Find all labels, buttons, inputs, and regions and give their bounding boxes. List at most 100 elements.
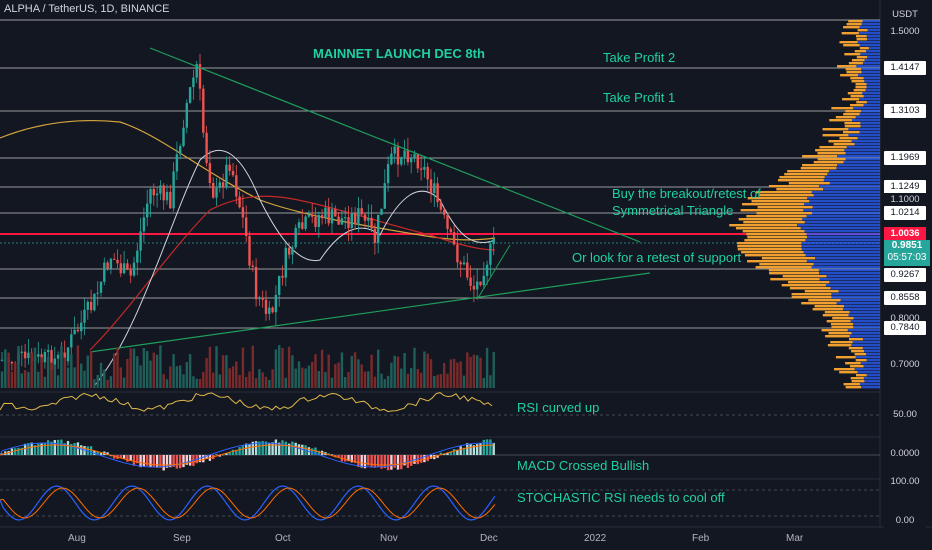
volume-profile-bar [856, 101, 867, 104]
volume-profile-bar [755, 266, 812, 269]
candle-body [419, 168, 423, 170]
volume-profile-bar [839, 137, 858, 140]
volume-bar [205, 358, 208, 388]
volume-profile-bar [828, 140, 852, 143]
candle-body [142, 217, 146, 232]
candle-body [83, 309, 86, 323]
macd-histogram-bar [225, 453, 228, 455]
candle-body [469, 277, 472, 286]
macd-histogram-bar [294, 442, 297, 455]
macd-histogram-bar [182, 455, 185, 468]
macd-histogram-bar [20, 447, 23, 455]
volume-bar [307, 365, 311, 388]
volume-profile-bar [845, 152, 880, 155]
volume-bar [489, 375, 492, 388]
candle-body [50, 350, 53, 371]
candle-body [221, 182, 225, 188]
volume-bar [274, 349, 278, 388]
volume-bar [33, 347, 37, 388]
candle-body [258, 297, 261, 300]
volume-profile-bar [859, 44, 880, 47]
volume-profile-bar [864, 380, 880, 383]
macd-histogram-bar [482, 439, 485, 455]
volume-profile-bar [781, 284, 826, 287]
volume-bar [202, 371, 205, 388]
price-label-0700: 0.7000 [884, 358, 926, 372]
symbol-header[interactable]: ALPHA / TetherUS, 1D, BINANCE [4, 3, 170, 15]
price-label-11249: 1.1249 [884, 180, 926, 194]
volume-bar [314, 354, 317, 388]
volume-profile-bar [863, 77, 880, 80]
macd-histogram-bar [149, 455, 152, 468]
volume-bar [258, 369, 261, 388]
volume-profile-bar [830, 323, 854, 326]
macd-histogram-bar [386, 455, 390, 471]
macd-histogram-bar [89, 446, 93, 455]
volume-profile-bar [743, 221, 805, 224]
price-level-lines [0, 19, 880, 329]
volume-bar [17, 346, 20, 388]
x-label-2022: 2022 [584, 533, 607, 544]
volume-profile-bar [768, 269, 819, 272]
volume-bar [27, 371, 30, 388]
candle-body [479, 281, 482, 286]
volume-bar [119, 367, 122, 388]
volume-profile-bar [854, 353, 867, 356]
volume-profile-bar [812, 212, 880, 215]
volume-profile-bar [803, 209, 880, 212]
triangle-upper-line [149, 47, 641, 243]
volume-profile-bar [824, 311, 850, 314]
macd-histogram-bar [215, 454, 218, 455]
volume-bar [390, 362, 393, 388]
volume-profile-bar [784, 173, 828, 176]
volume-bar [63, 357, 66, 388]
candle-body [179, 146, 182, 155]
price-label-1500: 1.5000 [884, 25, 926, 39]
price-label-13103: 1.3103 [884, 104, 926, 118]
volume-profile-bar [814, 305, 844, 308]
volume-profile-bar [737, 248, 802, 251]
triangle-lower-line [89, 272, 651, 353]
macd-histogram-bar [248, 443, 251, 455]
candle-body [175, 154, 179, 172]
candle-body [429, 179, 433, 194]
volume-profile-bar [845, 110, 861, 113]
macd-histogram-bar [162, 455, 165, 471]
volume-bar [60, 346, 63, 388]
candle-body [449, 228, 452, 233]
macd-histogram-bar [347, 455, 350, 462]
volume-bar [350, 355, 353, 388]
volume-bar [96, 374, 99, 388]
volume-bar [476, 355, 479, 388]
volume-profile-bar [851, 140, 880, 143]
volume-profile-bar [855, 359, 867, 362]
macd-histogram-bar [268, 442, 271, 455]
candle-body [23, 351, 27, 359]
volume-bar [278, 345, 281, 388]
annotation-tp1: Take Profit 1 [603, 90, 676, 105]
candle-body [202, 88, 205, 133]
volume-bar [317, 371, 320, 388]
volume-bar [380, 373, 383, 388]
volume-profile-bar [866, 86, 880, 89]
macd-histogram-bar [380, 455, 383, 469]
candle-body [10, 361, 14, 364]
volume-bar [93, 379, 96, 388]
macd-histogram-bar [452, 449, 456, 455]
volume-profile-bar [852, 119, 880, 122]
candle-body [245, 217, 248, 237]
volume-bar [7, 352, 10, 388]
volume-profile-bar [737, 242, 802, 245]
candle-body [218, 182, 221, 188]
volume-profile-bar [853, 317, 880, 320]
volume-profile-bar [846, 23, 862, 26]
volume-profile-bar [815, 257, 880, 260]
macd-histogram-bar [126, 455, 129, 462]
volume-profile-bar [845, 68, 862, 71]
candle-body [27, 352, 30, 359]
macd-histogram-bar [139, 455, 142, 468]
volume-profile-bar [813, 194, 880, 197]
volume-profile-bar [843, 44, 860, 47]
volume-profile-bar [741, 251, 804, 254]
